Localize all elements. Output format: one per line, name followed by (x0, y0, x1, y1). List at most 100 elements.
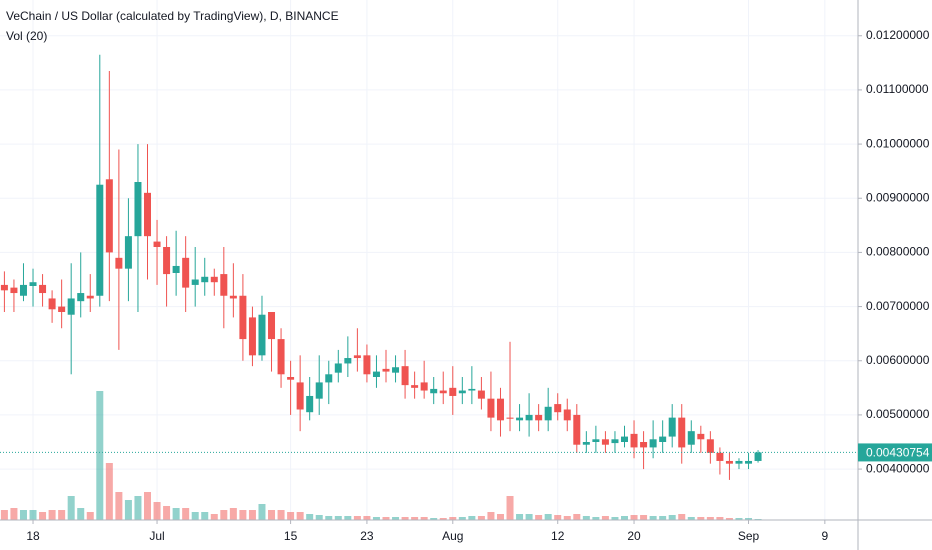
volume-bar (611, 517, 619, 520)
candle-body (535, 414, 543, 421)
volume-bar (268, 510, 276, 520)
volume-bar (697, 517, 705, 520)
volume-label: Vol (20) (6, 29, 47, 43)
candle-body (725, 460, 733, 464)
candle-body (115, 257, 123, 269)
candle-body (363, 355, 371, 375)
y-tick-label: 0.00700000 (866, 299, 930, 313)
candle-body (191, 279, 199, 285)
volume-bar (10, 508, 18, 520)
volume-bar (506, 496, 514, 520)
volume-bar (706, 517, 714, 520)
volume-bar (411, 517, 419, 520)
y-tick-label: 0.01000000 (866, 136, 930, 150)
volume-bar (725, 518, 733, 520)
candle-body (516, 417, 524, 421)
candle-body (287, 377, 295, 380)
volume-bar (678, 514, 686, 520)
candle-body (668, 417, 676, 437)
volume-bar (687, 517, 695, 520)
candle-body (439, 390, 447, 394)
candle-body (229, 295, 237, 299)
candle-body (0, 284, 8, 291)
x-tick-label: 9 (821, 529, 828, 543)
candle-body (248, 317, 256, 356)
candle-body (649, 439, 657, 448)
volume-bar (0, 510, 8, 520)
candle-body (659, 436, 667, 442)
candle-body (19, 284, 27, 296)
candle-body (124, 236, 132, 269)
candle-body (458, 390, 466, 394)
volume-bar (210, 514, 218, 520)
volume-bar (630, 515, 638, 520)
candle-body (86, 295, 94, 299)
chart-title: VeChain / US Dollar (calculated by Tradi… (6, 9, 339, 23)
volume-bar (516, 514, 524, 520)
volume-bar (449, 517, 457, 520)
candle-body (611, 439, 619, 444)
candle-body (210, 276, 218, 283)
candle-body (67, 298, 75, 315)
volume-bar (315, 515, 323, 520)
volume-bar (191, 512, 199, 520)
candle-body (344, 358, 352, 364)
volume-bar (573, 514, 581, 520)
candle-body (544, 406, 552, 421)
volume-bar (105, 463, 113, 520)
volume-bar (96, 391, 104, 520)
candle-body (325, 374, 333, 383)
volume-bar (220, 510, 228, 520)
candle-body (697, 433, 705, 440)
candle-body (487, 398, 495, 418)
x-tick-label: 15 (284, 529, 298, 543)
candle-body (716, 452, 724, 461)
volume-bar (248, 510, 256, 520)
volume-bar (535, 515, 543, 520)
candles (0, 54, 858, 480)
candle-body (496, 398, 504, 421)
volume-bar (745, 518, 753, 520)
y-tick-label: 0.00400000 (866, 461, 930, 475)
candle-body (334, 363, 342, 373)
y-tick-label: 0.00500000 (866, 407, 930, 421)
candle-body (268, 312, 276, 340)
volume-bar (239, 510, 247, 520)
candle-body (630, 433, 638, 448)
volume-bar (29, 510, 37, 520)
volume-bar (115, 492, 123, 520)
candle-body (735, 460, 743, 464)
candle-body (296, 382, 304, 410)
candle-body (277, 339, 285, 375)
candle-body (163, 247, 171, 275)
candle-body (449, 387, 457, 396)
volume-bar (554, 515, 562, 520)
volume-bar (640, 515, 648, 520)
candle-body (48, 298, 56, 310)
candle-body (687, 431, 695, 445)
candle-body (420, 382, 428, 391)
volume-bar (334, 516, 342, 520)
volume-bar (563, 516, 571, 520)
volume-bar (77, 508, 85, 520)
candle-body (77, 293, 85, 302)
x-tick-label: Aug (442, 529, 463, 543)
x-tick-label: 23 (360, 529, 374, 543)
volume-bar (153, 502, 161, 520)
x-tick-label: 18 (26, 529, 40, 543)
candle-body (745, 460, 753, 464)
volume-bar (86, 512, 94, 520)
volume-bar (401, 517, 409, 520)
candle-body (58, 306, 66, 312)
volume-bar (525, 514, 533, 520)
candle-body (29, 282, 37, 286)
candle-body (144, 192, 151, 237)
candle-body (754, 452, 762, 461)
volume-bar (134, 496, 142, 520)
candle-body (353, 355, 361, 359)
candle-body (201, 276, 209, 283)
volume-bar (582, 516, 590, 520)
volume-bar (735, 518, 743, 520)
